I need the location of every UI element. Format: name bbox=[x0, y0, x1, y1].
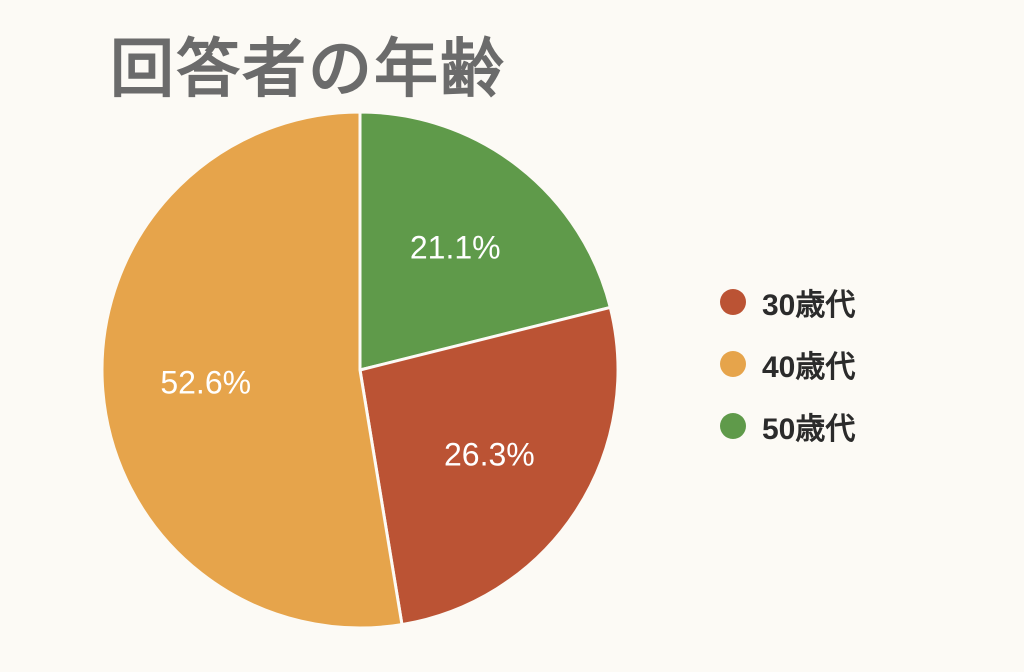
pie-slice bbox=[102, 112, 402, 628]
legend: 30歳代 40歳代 50歳代 bbox=[720, 280, 855, 448]
pie-chart: 21.1% 26.3% 52.6% bbox=[100, 110, 620, 630]
chart-container: 回答者の年齢 21.1% 26.3% 52.6% 30歳代 40歳代 50歳代 bbox=[0, 0, 1024, 672]
chart-title: 回答者の年齢 bbox=[110, 18, 506, 110]
legend-swatch bbox=[720, 351, 746, 377]
legend-label: 40歳代 bbox=[762, 342, 855, 386]
legend-item: 50歳代 bbox=[720, 404, 855, 448]
legend-item: 40歳代 bbox=[720, 342, 855, 386]
legend-item: 30歳代 bbox=[720, 280, 855, 324]
legend-swatch bbox=[720, 289, 746, 315]
legend-label: 30歳代 bbox=[762, 280, 855, 324]
slice-percent-label: 21.1% bbox=[410, 229, 501, 266]
legend-swatch bbox=[720, 413, 746, 439]
legend-label: 50歳代 bbox=[762, 404, 855, 448]
slice-percent-label: 26.3% bbox=[444, 436, 535, 473]
slice-percent-label: 52.6% bbox=[160, 364, 251, 401]
